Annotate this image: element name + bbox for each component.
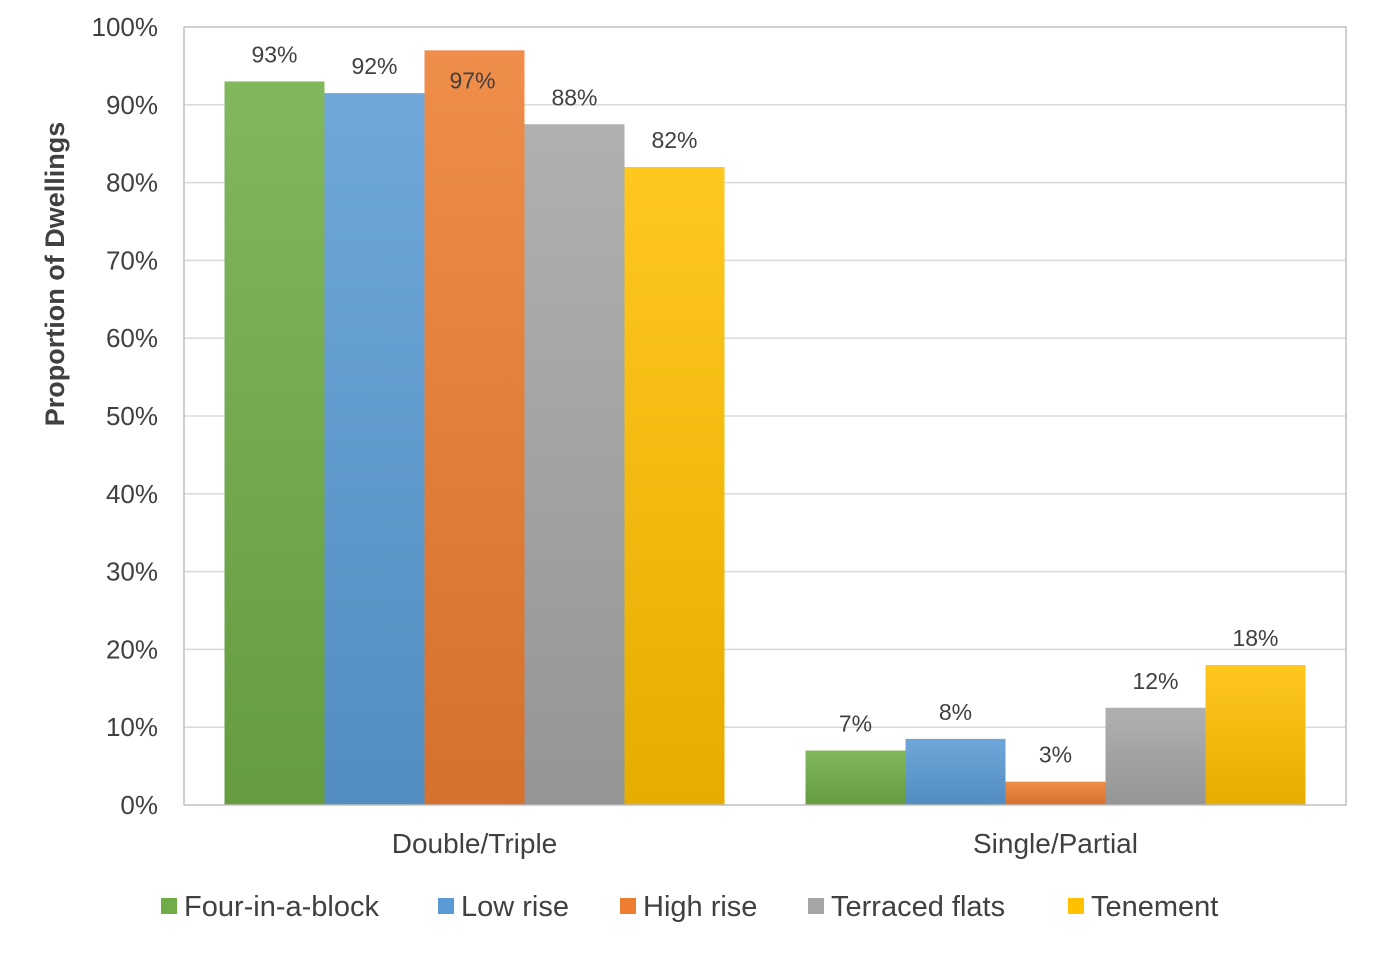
bar xyxy=(905,738,1006,805)
y-tick-label: 20% xyxy=(106,634,158,664)
y-tick-label: 0% xyxy=(120,790,158,820)
x-category-label: Double/Triple xyxy=(392,828,557,859)
axes: 0% 10% 20% 30% 40% 50% 60% 70% 80% 90% 100% Double/… xyxy=(92,12,1347,859)
y-tick-label: 90% xyxy=(106,90,158,120)
legend-label: Terraced flats xyxy=(831,891,1005,923)
legend-swatch xyxy=(1068,898,1084,914)
legend-label: High rise xyxy=(643,891,757,923)
bar xyxy=(624,167,725,806)
y-tick-label: 80% xyxy=(106,168,158,198)
bar xyxy=(805,750,906,805)
legend-label: Tenement xyxy=(1091,891,1218,923)
y-axis-title: Proportion of Dwellings xyxy=(40,122,70,427)
data-labels: 93% 92% 97% 88% 82% 7% 8% 3% 12% 18% xyxy=(251,41,1278,767)
y-tick-label: 40% xyxy=(106,479,158,509)
bar xyxy=(1105,707,1206,805)
data-label: 18% xyxy=(1232,625,1278,651)
y-tick-label: 60% xyxy=(106,323,158,353)
data-label: 3% xyxy=(1039,742,1072,768)
data-label: 88% xyxy=(551,84,597,110)
data-label: 93% xyxy=(251,41,297,67)
data-label: 97% xyxy=(449,67,495,93)
x-category-label: Single/Partial xyxy=(973,828,1138,859)
bar xyxy=(424,50,525,805)
data-label: 7% xyxy=(839,711,872,737)
bar xyxy=(524,124,625,805)
legend-swatch xyxy=(620,898,636,914)
legend-swatch xyxy=(438,898,454,914)
bar xyxy=(324,93,425,805)
data-label: 92% xyxy=(351,53,397,79)
bar xyxy=(1205,664,1306,805)
data-label: 82% xyxy=(651,127,697,153)
legend-swatch xyxy=(161,898,177,914)
y-tick-label: 100% xyxy=(92,12,159,42)
legend: Four-in-a-block Low rise High rise Terraced… xyxy=(161,891,1218,923)
data-label: 12% xyxy=(1132,668,1178,694)
legend-swatch xyxy=(808,898,824,914)
bar xyxy=(1005,781,1106,805)
legend-label: Low rise xyxy=(461,891,569,923)
y-tick-label: 10% xyxy=(106,712,158,742)
bars xyxy=(224,50,1306,806)
plot-area-border xyxy=(183,26,1347,806)
data-label: 8% xyxy=(939,699,972,725)
y-tick-label: 50% xyxy=(106,401,158,431)
legend-label: Four-in-a-block xyxy=(184,891,379,923)
y-tick-label: 70% xyxy=(106,245,158,275)
y-tick-label: 30% xyxy=(106,557,158,587)
bar xyxy=(224,81,325,805)
